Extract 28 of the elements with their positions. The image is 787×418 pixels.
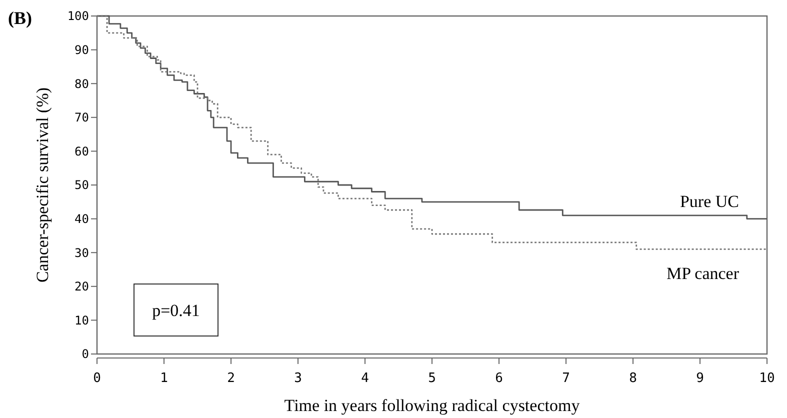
x-tick-label: 0 [93, 371, 101, 386]
x-tick-label: 7 [562, 371, 570, 386]
chart-title: (B) [8, 8, 32, 28]
annotation: p=0.41 [152, 301, 200, 320]
y-tick-label: 10 [74, 313, 89, 328]
y-tick-label: 60 [74, 144, 89, 158]
x-tick-label: 5 [428, 371, 436, 386]
series-label: Pure UC [680, 192, 739, 211]
series-label: MP cancer [666, 264, 740, 284]
x-tick-label: 8 [629, 371, 637, 386]
x-tick-label: 2 [227, 371, 235, 386]
x-tick-label: 10 [759, 371, 775, 386]
y-tick-label: 40 [74, 212, 89, 226]
y-tick-label: 20 [74, 280, 89, 294]
y-tick-label: 100 [67, 9, 89, 24]
x-tick-label: 3 [294, 371, 302, 386]
y-tick-label: 50 [74, 178, 89, 192]
x-tick-label: 6 [495, 371, 503, 386]
y-tick-label: 70 [74, 110, 89, 125]
y-axis-title: Cancer-specific survival (%) [33, 87, 52, 283]
y-tick-label: 80 [74, 76, 89, 91]
x-tick-label: 4 [361, 371, 370, 386]
y-tick-label: 0 [82, 347, 89, 362]
x-tick-label: 9 [696, 371, 704, 386]
y-tick-label: 30 [74, 246, 89, 260]
y-tick-label: 90 [74, 43, 89, 57]
x-tick-label: 1 [160, 371, 168, 386]
x-axis-title: Time in years following radical cystectomy [284, 396, 580, 415]
